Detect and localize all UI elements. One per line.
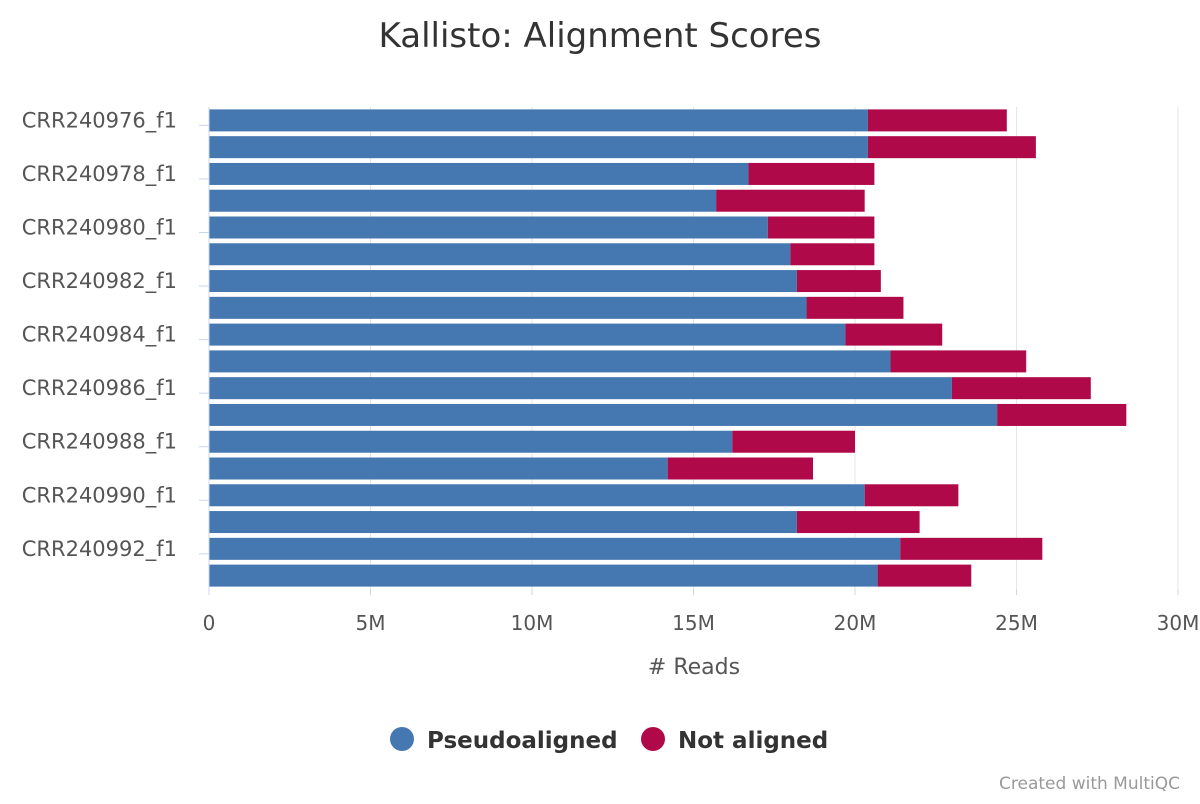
x-tick-label: 30M — [1157, 611, 1200, 635]
x-tick-label: 5M — [356, 611, 386, 635]
bar-pseudoaligned[interactable] — [209, 296, 807, 319]
chart-title: Kallisto: Alignment Scores — [379, 16, 822, 56]
y-tick-label: CRR240976_f1 — [22, 108, 177, 133]
bar-not-aligned[interactable] — [951, 377, 1091, 400]
credit-text[interactable]: Created with MultiQC — [999, 774, 1180, 794]
x-tick-label: 10M — [511, 611, 554, 635]
bar-pseudoaligned[interactable] — [209, 189, 717, 212]
bar-not-aligned[interactable] — [867, 136, 1036, 159]
bar-not-aligned[interactable] — [845, 323, 943, 346]
bars — [209, 109, 1127, 587]
bar-not-aligned[interactable] — [890, 350, 1027, 373]
legend-item-pseudoaligned[interactable]: Pseudoaligned — [390, 727, 618, 754]
bar-not-aligned[interactable] — [864, 484, 959, 507]
bar-pseudoaligned[interactable] — [209, 270, 797, 293]
bar-not-aligned[interactable] — [796, 511, 920, 534]
x-axis-title: # Reads — [648, 655, 740, 680]
x-tick-label: 0 — [203, 611, 216, 635]
bar-pseudoaligned[interactable] — [209, 350, 891, 373]
bar-pseudoaligned[interactable] — [209, 564, 878, 587]
bar-not-aligned[interactable] — [867, 109, 1007, 132]
legend-item-not-aligned[interactable]: Not aligned — [641, 727, 828, 754]
x-tick-label: 15M — [672, 611, 715, 635]
bar-not-aligned[interactable] — [900, 537, 1043, 560]
bar-pseudoaligned[interactable] — [209, 323, 846, 346]
y-axis: CRR240976_f1 CRR240978_f1 CRR240980_f1 CRR2… — [22, 107, 210, 589]
bar-pseudoaligned[interactable] — [209, 511, 797, 534]
bar-pseudoaligned[interactable] — [209, 377, 952, 400]
bar-pseudoaligned[interactable] — [209, 457, 668, 480]
y-tick-label: CRR240980_f1 — [22, 216, 177, 241]
bar-not-aligned[interactable] — [997, 403, 1127, 426]
y-tick-label: CRR240986_f1 — [22, 376, 177, 401]
bar-pseudoaligned[interactable] — [209, 430, 733, 453]
legend: Pseudoaligned Not aligned — [390, 727, 828, 754]
legend-marker — [641, 727, 665, 751]
bar-pseudoaligned[interactable] — [209, 162, 749, 185]
y-tick-label: CRR240982_f1 — [22, 269, 177, 294]
bar-not-aligned[interactable] — [790, 243, 875, 266]
y-tick-label: CRR240984_f1 — [22, 323, 177, 348]
bar-not-aligned[interactable] — [732, 430, 855, 453]
bar-not-aligned[interactable] — [716, 189, 865, 212]
bar-not-aligned[interactable] — [748, 162, 875, 185]
bar-pseudoaligned[interactable] — [209, 537, 901, 560]
x-axis: 0 5M 10M 15M 20M 25M 30M — [203, 589, 1200, 635]
bar-not-aligned[interactable] — [767, 216, 875, 239]
bar-pseudoaligned[interactable] — [209, 484, 865, 507]
y-tick-label: CRR240988_f1 — [22, 430, 177, 455]
x-tick-label: 25M — [995, 611, 1038, 635]
bar-not-aligned[interactable] — [667, 457, 814, 480]
grid-lines — [370, 107, 1179, 589]
x-tick-label: 20M — [834, 611, 877, 635]
bar-pseudoaligned[interactable] — [209, 403, 998, 426]
bar-pseudoaligned[interactable] — [209, 136, 868, 159]
bar-pseudoaligned[interactable] — [209, 243, 791, 266]
bar-pseudoaligned[interactable] — [209, 109, 868, 132]
y-tick-label: CRR240990_f1 — [22, 483, 177, 508]
legend-label: Not aligned — [678, 728, 828, 754]
bar-not-aligned[interactable] — [806, 296, 904, 319]
bar-pseudoaligned[interactable] — [209, 216, 768, 239]
y-tick-label: CRR240978_f1 — [22, 162, 177, 187]
bar-not-aligned[interactable] — [796, 270, 881, 293]
y-tick-label: CRR240992_f1 — [22, 537, 177, 562]
legend-label: Pseudoaligned — [427, 728, 618, 754]
bar-not-aligned[interactable] — [877, 564, 972, 587]
legend-marker — [390, 727, 414, 751]
